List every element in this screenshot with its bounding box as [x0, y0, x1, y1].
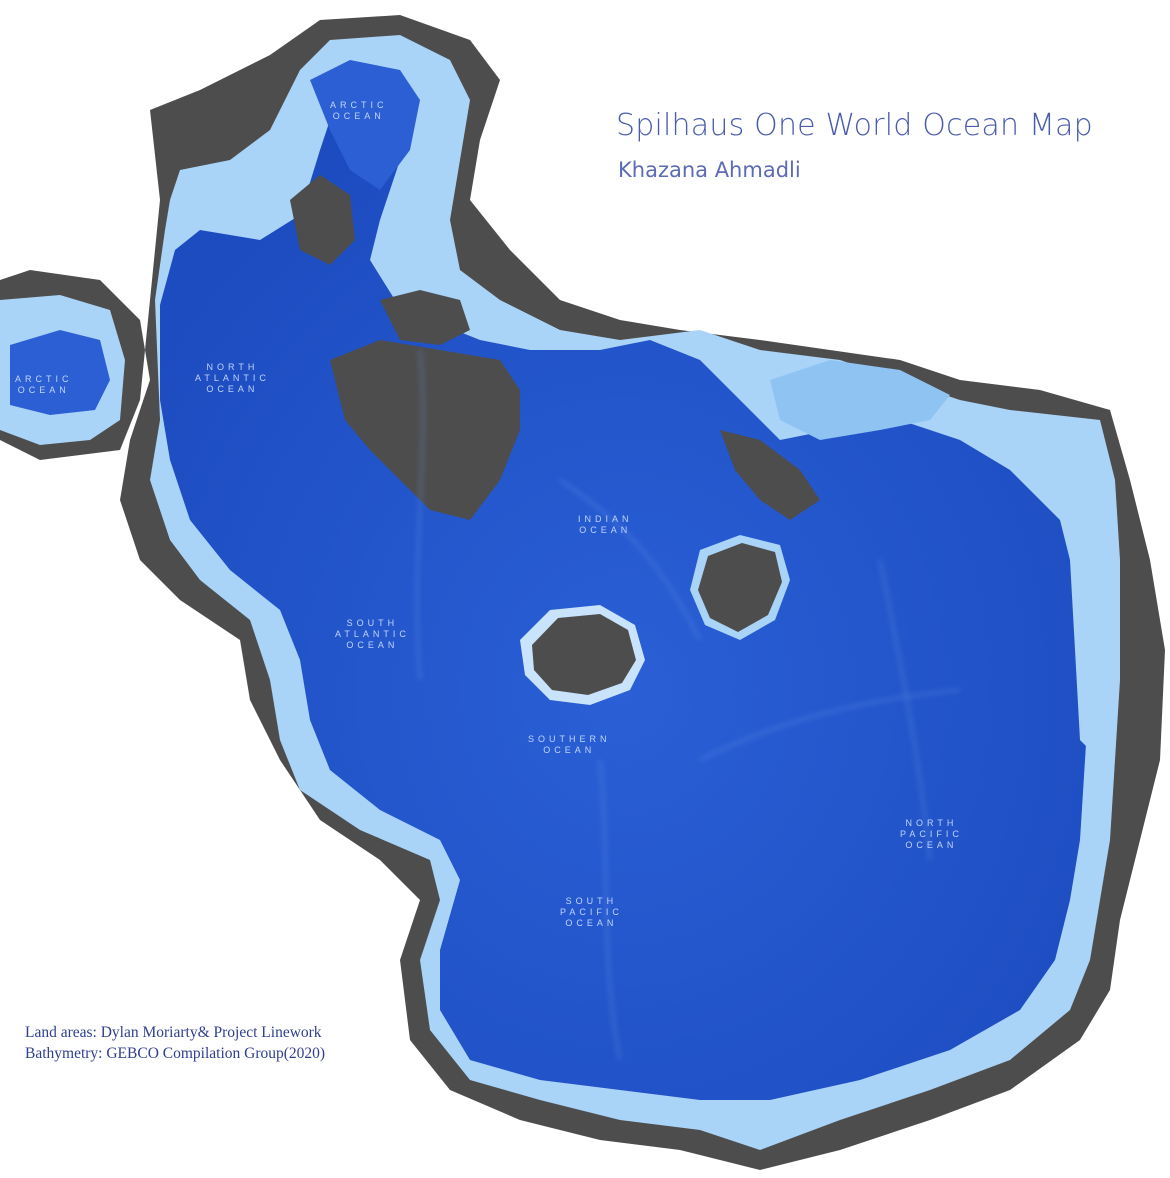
- australia-core: [698, 543, 782, 632]
- credit-bathymetry: Bathymetry: GEBCO Compilation Group(2020…: [25, 1045, 326, 1062]
- label-arctic-left-line1: ARCTIC: [15, 374, 73, 384]
- label-south-atlantic-line1: SOUTH: [346, 618, 399, 628]
- credit-land: Land areas: Dylan Moriarty& Project Line…: [25, 1024, 322, 1041]
- label-indian: INDIAN OCEAN: [578, 514, 633, 536]
- label-indian-line2: OCEAN: [579, 525, 632, 535]
- label-south-atlantic-line2: ATLANTIC: [335, 629, 410, 639]
- label-south-pacific: SOUTH PACIFIC OCEAN: [560, 896, 623, 929]
- label-southern: SOUTHERN OCEAN: [528, 734, 611, 756]
- se-asia-land: [720, 430, 820, 520]
- arctic-left-basin: [10, 330, 110, 415]
- label-southern-line1: SOUTHERN: [528, 734, 611, 744]
- label-indian-line1: INDIAN: [578, 514, 633, 524]
- asia-shelf: [770, 360, 950, 440]
- map-author: Khazana Ahmadli: [618, 158, 801, 182]
- map-title: Spilhaus One World Ocean Map: [616, 108, 1093, 143]
- arctic-basin: [310, 60, 420, 190]
- label-north-atlantic-line3: OCEAN: [206, 384, 259, 394]
- label-north-atlantic-line1: NORTH: [206, 362, 259, 372]
- label-arctic-top-line2: OCEAN: [332, 111, 385, 121]
- label-south-pacific-line2: PACIFIC: [560, 907, 623, 917]
- label-arctic-left: ARCTIC OCEAN: [15, 374, 73, 396]
- label-arctic-top: ARCTIC OCEAN: [330, 100, 388, 122]
- label-north-pacific-line2: PACIFIC: [900, 829, 963, 839]
- label-arctic-left-line2: OCEAN: [17, 385, 70, 395]
- label-north-pacific: NORTH PACIFIC OCEAN: [900, 818, 963, 851]
- label-south-atlantic: SOUTH ATLANTIC OCEAN: [335, 618, 410, 651]
- ocean-body: [160, 80, 1090, 1100]
- greenland-land: [290, 175, 355, 265]
- label-arctic-top-line1: ARCTIC: [330, 100, 388, 110]
- label-north-pacific-line3: OCEAN: [905, 840, 958, 850]
- credits: Land areas: Dylan Moriarty& Project Line…: [25, 1022, 325, 1064]
- europe-land: [380, 290, 470, 345]
- label-south-pacific-line3: OCEAN: [565, 918, 618, 928]
- label-south-pacific-line1: SOUTH: [565, 896, 618, 906]
- africa-land: [330, 340, 520, 520]
- antarctica-core: [532, 614, 636, 695]
- label-south-atlantic-line3: OCEAN: [346, 640, 399, 650]
- seafloor-ridges: [416, 349, 961, 1061]
- label-north-atlantic: NORTH ATLANTIC OCEAN: [195, 362, 270, 395]
- label-north-atlantic-line2: ATLANTIC: [195, 373, 270, 383]
- label-north-pacific-line1: NORTH: [905, 818, 958, 828]
- label-southern-line2: OCEAN: [543, 745, 596, 755]
- americas-coast: [1060, 500, 1115, 760]
